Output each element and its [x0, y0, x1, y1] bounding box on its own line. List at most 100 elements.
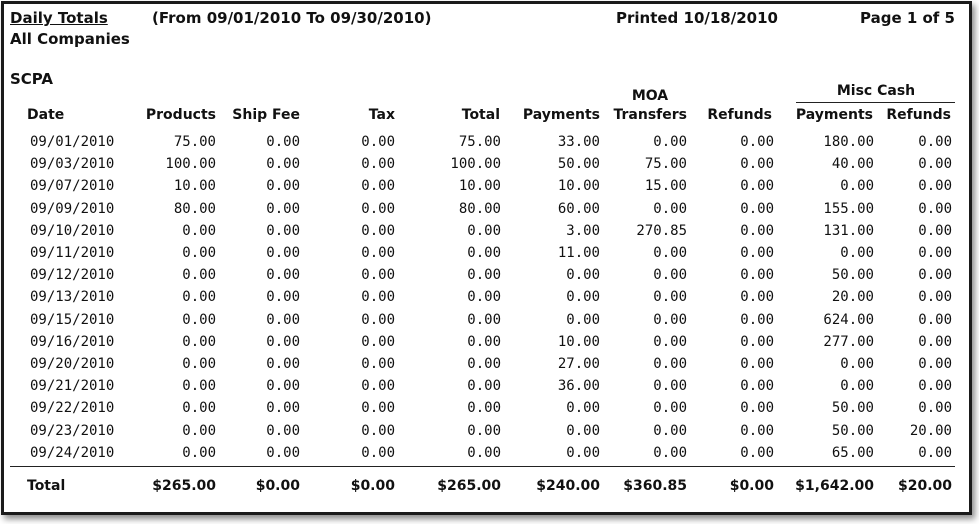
cell-misc-refunds: 0.00 — [918, 245, 952, 261]
col-moa-top: MOA — [631, 88, 669, 104]
cell-misc-refunds: 0.00 — [918, 445, 952, 461]
cell-refunds: 0.00 — [740, 334, 774, 350]
cell-total: 0.00 — [467, 312, 501, 328]
cell-refunds: 0.00 — [740, 201, 774, 217]
cell-misc-refunds: 0.00 — [918, 334, 952, 350]
cell-refunds: 0.00 — [740, 378, 774, 394]
col-payments: Payments — [522, 107, 600, 123]
cell-misc-refunds: 0.00 — [918, 289, 952, 305]
cell-products: 0.00 — [182, 289, 216, 305]
total-label: Total — [27, 478, 66, 494]
cell-products: 0.00 — [182, 400, 216, 416]
cell-products: 80.00 — [173, 201, 216, 217]
cell-misc-payments: 50.00 — [831, 423, 874, 439]
cell-misc-refunds: 0.00 — [918, 178, 952, 194]
cell-products: 10.00 — [173, 178, 216, 194]
col-misc-payments: Payments — [795, 107, 873, 123]
cell-tax: 0.00 — [361, 378, 395, 394]
cell-tax: 0.00 — [361, 334, 395, 350]
cell-total: 0.00 — [467, 267, 501, 283]
cell-tax: 0.00 — [361, 312, 395, 328]
cell-ship-fee: 0.00 — [266, 223, 300, 239]
report-title: Daily Totals — [10, 9, 108, 27]
col-date: Date — [27, 107, 65, 123]
cell-date: 09/09/2010 — [30, 201, 115, 217]
cell-misc-payments: 65.00 — [831, 445, 874, 461]
cell-ship-fee: 0.00 — [266, 267, 300, 283]
cell-refunds: 0.00 — [740, 223, 774, 239]
cell-payments: 0.00 — [566, 289, 600, 305]
cell-total: 0.00 — [467, 356, 501, 372]
cell-total: 0.00 — [467, 223, 501, 239]
cell-date: 09/16/2010 — [30, 334, 115, 350]
cell-payments: 0.00 — [566, 423, 600, 439]
misc-cash-divider — [796, 102, 955, 103]
cell-misc-payments: 20.00 — [831, 289, 874, 305]
cell-ship-fee: 0.00 — [266, 201, 300, 217]
cell-moa-transfers: 0.00 — [653, 201, 687, 217]
col-misc-cash: Misc Cash — [836, 83, 916, 99]
cell-misc-payments: 0.00 — [840, 245, 874, 261]
cell-products: 100.00 — [165, 156, 216, 172]
cell-products: 0.00 — [182, 223, 216, 239]
cell-payments: 0.00 — [566, 400, 600, 416]
cell-total: 0.00 — [467, 445, 501, 461]
cell-tax: 0.00 — [361, 156, 395, 172]
cell-payments: 0.00 — [566, 312, 600, 328]
cell-ship-fee: 0.00 — [266, 156, 300, 172]
cell-moa-transfers: 15.00 — [644, 178, 687, 194]
cell-tax: 0.00 — [361, 289, 395, 305]
cell-refunds: 0.00 — [740, 356, 774, 372]
cell-date: 09/24/2010 — [30, 445, 115, 461]
cell-moa-transfers: 270.85 — [636, 223, 687, 239]
cell-moa-transfers: 0.00 — [653, 312, 687, 328]
cell-ship-fee: 0.00 — [266, 245, 300, 261]
cell-payments: 0.00 — [566, 445, 600, 461]
total-misc-refunds: $20.00 — [897, 478, 952, 494]
cell-misc-payments: 0.00 — [840, 356, 874, 372]
cell-ship-fee: 0.00 — [266, 400, 300, 416]
cell-misc-refunds: 0.00 — [918, 156, 952, 172]
page-indicator: Page 1 of 5 — [860, 9, 955, 27]
cell-products: 0.00 — [182, 245, 216, 261]
cell-total: 75.00 — [458, 134, 501, 150]
cell-moa-transfers: 0.00 — [653, 423, 687, 439]
cell-date: 09/11/2010 — [30, 245, 115, 261]
cell-refunds: 0.00 — [740, 400, 774, 416]
cell-tax: 0.00 — [361, 178, 395, 194]
cell-tax: 0.00 — [361, 267, 395, 283]
cell-products: 0.00 — [182, 423, 216, 439]
cell-date: 09/23/2010 — [30, 423, 115, 439]
cell-misc-payments: 155.00 — [823, 201, 874, 217]
cell-payments: 3.00 — [566, 223, 600, 239]
col-misc-refunds: Refunds — [886, 107, 951, 123]
cell-misc-payments: 50.00 — [831, 400, 874, 416]
cell-misc-payments: 131.00 — [823, 223, 874, 239]
cell-ship-fee: 0.00 — [266, 134, 300, 150]
total-ship-fee: $0.00 — [255, 478, 300, 494]
cell-total: 10.00 — [458, 178, 501, 194]
cell-moa-transfers: 75.00 — [644, 156, 687, 172]
total-refunds: $0.00 — [729, 478, 774, 494]
cell-ship-fee: 0.00 — [266, 334, 300, 350]
cell-misc-payments: 624.00 — [823, 312, 874, 328]
cell-moa-transfers: 0.00 — [653, 445, 687, 461]
total-moa-transfers: $360.85 — [623, 478, 687, 494]
cell-total: 0.00 — [467, 423, 501, 439]
cell-tax: 0.00 — [361, 223, 395, 239]
cell-misc-payments: 180.00 — [823, 134, 874, 150]
cell-tax: 0.00 — [361, 445, 395, 461]
cell-moa-transfers: 0.00 — [653, 245, 687, 261]
cell-payments: 36.00 — [557, 378, 600, 394]
cell-payments: 0.00 — [566, 267, 600, 283]
total-total: $265.00 — [437, 478, 501, 494]
cell-misc-payments: 40.00 — [831, 156, 874, 172]
company-name: SCPA — [10, 70, 54, 88]
cell-total: 0.00 — [467, 378, 501, 394]
cell-payments: 27.00 — [557, 356, 600, 372]
cell-refunds: 0.00 — [740, 134, 774, 150]
company-scope: All Companies — [10, 30, 130, 48]
cell-payments: 10.00 — [557, 178, 600, 194]
cell-date: 09/20/2010 — [30, 356, 115, 372]
report-frame — [1, 1, 972, 515]
